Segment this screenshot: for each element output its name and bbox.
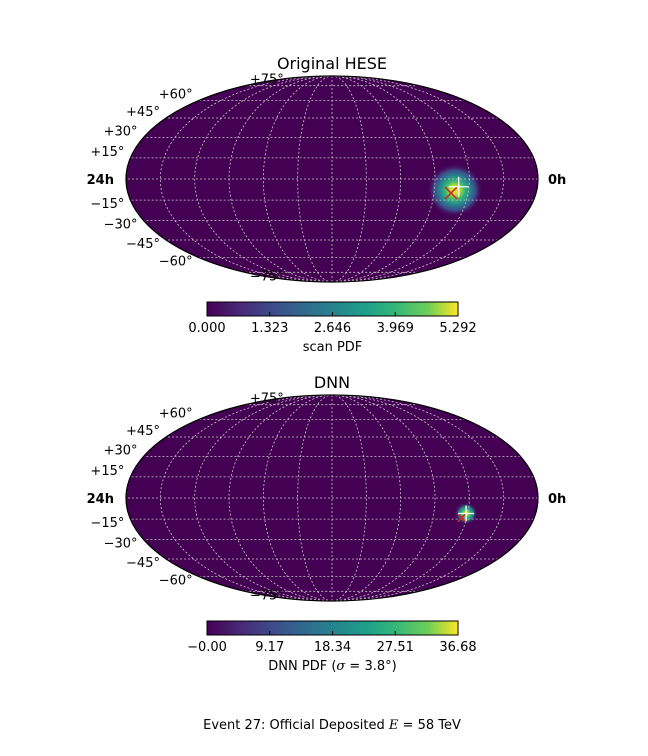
ra-label-left: 24h	[87, 173, 114, 188]
dec-label: −45°	[126, 237, 160, 252]
dec-label: +30°	[104, 124, 138, 139]
colorbar-tick-label: 3.969	[377, 321, 414, 336]
dec-label: +45°	[126, 424, 160, 439]
dec-label: +15°	[90, 464, 124, 479]
colorbar-tick-label: 5.292	[439, 321, 476, 336]
map-outline	[125, 75, 539, 283]
colorbar-tick-label: 9.17	[255, 640, 284, 655]
predicted-direction-marker	[444, 186, 458, 200]
meridian-line	[194, 395, 333, 601]
meridian-line	[331, 395, 470, 601]
colorbar-tick-label: 36.68	[439, 640, 476, 655]
dec-label: −75°	[250, 269, 284, 284]
meridian-line	[262, 76, 333, 282]
panel-title: DNN	[314, 373, 350, 392]
dec-label: −60°	[159, 574, 193, 589]
dec-label: −15°	[90, 516, 124, 531]
dec-label: +30°	[104, 443, 138, 458]
colorbar-tick-label: −0.00	[187, 640, 227, 655]
meridian-line	[228, 395, 333, 601]
dec-label: +75°	[250, 73, 284, 88]
ra-label-left: 24h	[87, 492, 114, 507]
colorbar-tick-label: 1.323	[251, 321, 288, 336]
dec-label: +45°	[126, 105, 160, 120]
colorbar-tick-label: 27.51	[377, 640, 414, 655]
map-outline	[125, 394, 539, 602]
colorbar-tick-label: 2.646	[314, 321, 351, 336]
colorbar-label: scan PDF	[303, 340, 363, 355]
meridian-line	[331, 76, 436, 282]
ra-label-right: 0h	[548, 173, 566, 188]
meridian-line	[194, 76, 333, 282]
panel-title: Original HESE	[277, 54, 387, 73]
meridian-line	[331, 76, 470, 282]
dec-label: −60°	[159, 255, 193, 270]
meridian-line	[228, 76, 333, 282]
dec-label: −45°	[126, 556, 160, 571]
predicted-direction-marker	[457, 513, 467, 523]
skymap-panel-1: DNN 24h 0h +75° +60° +45° +30° +15° −15° −30° −45°…	[87, 373, 567, 674]
meridian-line	[331, 395, 402, 601]
meridian-line	[331, 76, 402, 282]
graticule	[126, 395, 538, 601]
dec-label: −15°	[90, 197, 124, 212]
colorbar-tick-label: 0.000	[188, 321, 225, 336]
dec-label: +15°	[90, 145, 124, 160]
meridian-line	[262, 395, 333, 601]
dec-label: −30°	[104, 537, 138, 552]
meridian-line	[331, 395, 436, 601]
dec-label: +60°	[159, 406, 193, 421]
dec-label: −75°	[250, 588, 284, 603]
colorbar-label: DNN PDF (σ = 3.8°)	[268, 659, 396, 674]
skymap-panel-0: Original HESE 24h 0h +75° +60° +45° +30° +15° −1…	[87, 54, 567, 355]
dec-label: +75°	[250, 392, 284, 407]
figure-caption: Event 27: Official Deposited E = 58 TeV	[203, 718, 461, 733]
dec-label: −30°	[104, 218, 138, 233]
dec-label: +60°	[159, 87, 193, 102]
ra-label-right: 0h	[548, 492, 566, 507]
colorbar-tick-label: 18.34	[314, 640, 351, 655]
graticule	[126, 76, 538, 282]
